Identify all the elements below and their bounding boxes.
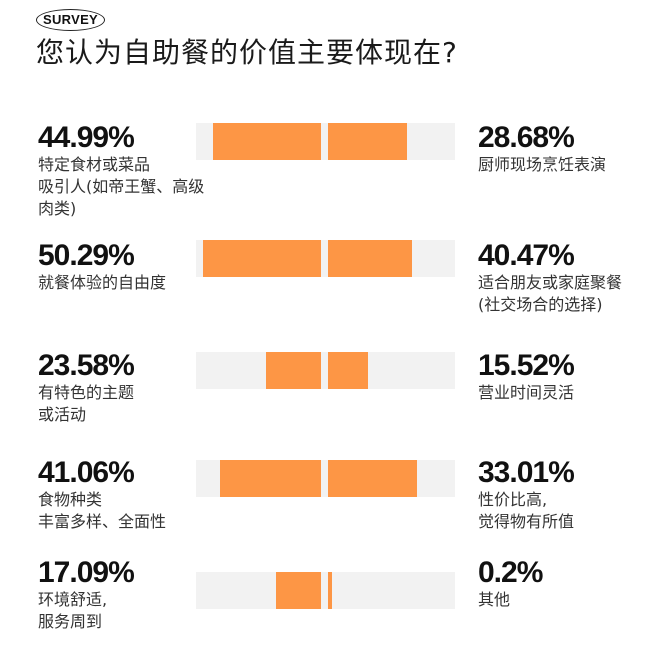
bar-track [196,240,455,277]
right-percentage: 0.2% [478,556,543,589]
right-item: 28.68% 厨师现场烹饪表演 [478,122,658,176]
right-label: 其他 [478,590,511,609]
left-item: 23.58% 有特色的主题 或活动 [38,350,208,426]
left-percentage: 41.06% [38,456,135,489]
left-label: 食物种类 丰富多样、全面性 [38,490,167,531]
chart-row: 23.58% 有特色的主题 或活动 15.52% 营业时间灵活 [0,350,660,460]
survey-badge: SURVEY [36,9,106,31]
right-bar [328,572,332,609]
chart-row: 50.29% 就餐体验的自由度 40.47% 适合朋友或家庭聚餐 (社交场合的选… [0,240,660,350]
bar-track [196,572,455,609]
right-item: 0.2% 其他 [478,557,658,611]
right-bar [328,240,412,277]
right-bar [328,123,407,160]
chart-row: 44.99% 特定食材或菜品 吸引人(如帝王蟹、高级肉类) 28.68% 厨师现… [0,122,660,232]
right-label: 厨师现场烹饪表演 [478,155,607,174]
right-percentage: 33.01% [478,456,575,489]
left-bar [276,572,321,609]
left-label: 特定食材或菜品 吸引人(如帝王蟹、高级肉类) [38,155,205,218]
bar-track [196,460,455,497]
right-label: 营业时间灵活 [478,383,575,402]
right-bar [328,460,417,497]
chart-row: 17.09% 环境舒适, 服务周到 0.2% 其他 [0,557,660,667]
left-percentage: 23.58% [38,349,135,382]
right-bar [328,352,368,389]
left-item: 41.06% 食物种类 丰富多样、全面性 [38,457,208,533]
page-title: 您认为自助餐的价值主要体现在? [36,36,458,69]
left-bar [266,352,321,389]
left-item: 50.29% 就餐体验的自由度 [38,240,208,294]
bar-track [196,352,455,389]
right-percentage: 15.52% [478,349,575,382]
bar-track [196,123,455,160]
left-label: 就餐体验的自由度 [38,273,167,292]
right-item: 33.01% 性价比高, 觉得物有所值 [478,457,658,533]
left-bar [220,460,321,497]
left-label: 环境舒适, 服务周到 [38,590,108,631]
left-bar [213,123,321,160]
left-item: 17.09% 环境舒适, 服务周到 [38,557,208,633]
left-bar [203,240,321,277]
right-label: 性价比高, 觉得物有所值 [478,490,575,531]
right-item: 40.47% 适合朋友或家庭聚餐 (社交场合的选择) [478,240,658,316]
right-percentage: 40.47% [478,239,575,272]
right-percentage: 28.68% [478,121,575,154]
chart-row: 41.06% 食物种类 丰富多样、全面性 33.01% 性价比高, 觉得物有所值 [0,457,660,567]
left-percentage: 44.99% [38,121,135,154]
right-item: 15.52% 营业时间灵活 [478,350,658,404]
left-label: 有特色的主题 或活动 [38,383,135,424]
left-item: 44.99% 特定食材或菜品 吸引人(如帝王蟹、高级肉类) [38,122,208,220]
right-label: 适合朋友或家庭聚餐 (社交场合的选择) [478,273,623,314]
left-percentage: 17.09% [38,556,135,589]
left-percentage: 50.29% [38,239,135,272]
